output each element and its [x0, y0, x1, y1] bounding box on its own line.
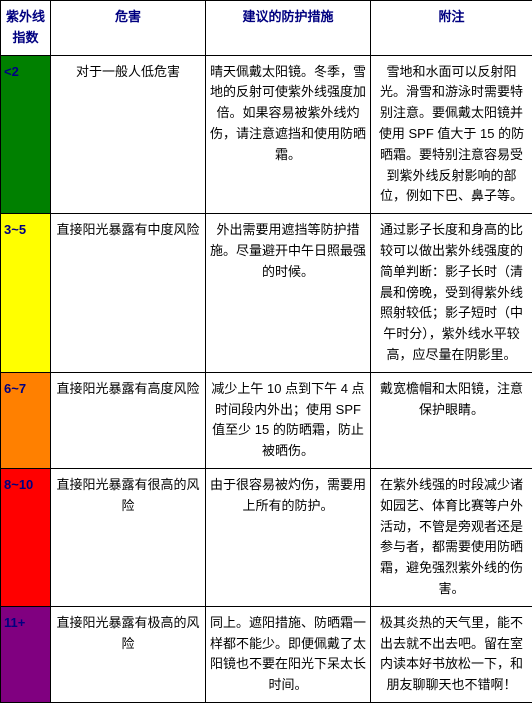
table-row: 8~10直接阳光暴露有很高的风险由于很容易被灼伤，需要用上所有的防护。在紫外线强… [1, 468, 532, 606]
header-measure: 建议的防护措施 [206, 1, 371, 56]
cell-measure: 同上。遮阳措施、防晒霜一样都不能少。即便佩戴了太阳镜也不要在阳光下呆太长时间。 [206, 606, 371, 702]
cell-hazard: 直接阳光暴露有极高的风险 [51, 606, 206, 702]
header-row: 紫外线指数 危害 建议的防护措施 附注 [1, 1, 532, 56]
table-row: 11+直接阳光暴露有极高的风险同上。遮阳措施、防晒霜一样都不能少。即便佩戴了太阳… [1, 606, 532, 702]
cell-note: 雪地和水面可以反射阳光。滑雪和游泳时需要特别注意。要佩戴太阳镜并使用 SPF 值… [371, 55, 532, 214]
uv-index-table: 紫外线指数 危害 建议的防护措施 附注 <2对于一般人低危害晴天佩戴太阳镜。冬季… [0, 0, 532, 703]
cell-measure: 外出需要用遮挡等防护措施。尽量避开中午日照最强的时候。 [206, 214, 371, 373]
cell-note: 戴宽檐帽和太阳镜，注意保护眼睛。 [371, 372, 532, 468]
cell-measure: 减少上午 10 点到下午 4 点时间段内外出；使用 SPF 值至少 15 的防晒… [206, 372, 371, 468]
cell-note: 极其炎热的天气里，能不出去就不出去吧。留在室内读本好书放松一下，和朋友聊聊天也不… [371, 606, 532, 702]
cell-index: 8~10 [1, 468, 51, 606]
cell-hazard: 直接阳光暴露有高度风险 [51, 372, 206, 468]
cell-index: 11+ [1, 606, 51, 702]
cell-hazard: 直接阳光暴露有中度风险 [51, 214, 206, 373]
cell-hazard: 直接阳光暴露有很高的风险 [51, 468, 206, 606]
table-row: <2对于一般人低危害晴天佩戴太阳镜。冬季，雪地的反射可使紫外线强度加倍。如果容易… [1, 55, 532, 214]
cell-measure: 晴天佩戴太阳镜。冬季，雪地的反射可使紫外线强度加倍。如果容易被紫外线灼伤，请注意… [206, 55, 371, 214]
table-body: <2对于一般人低危害晴天佩戴太阳镜。冬季，雪地的反射可使紫外线强度加倍。如果容易… [1, 55, 532, 702]
table-row: 3~5直接阳光暴露有中度风险外出需要用遮挡等防护措施。尽量避开中午日照最强的时候… [1, 214, 532, 373]
header-index: 紫外线指数 [1, 1, 51, 56]
cell-index: 3~5 [1, 214, 51, 373]
header-hazard: 危害 [51, 1, 206, 56]
table-row: 6~7直接阳光暴露有高度风险减少上午 10 点到下午 4 点时间段内外出；使用 … [1, 372, 532, 468]
cell-note: 在紫外线强的时段减少诸如园艺、体育比赛等户外活动，不管是旁观者还是参与者，都需要… [371, 468, 532, 606]
header-note: 附注 [371, 1, 532, 56]
cell-note: 通过影子长度和身高的比较可以做出紫外线强度的简单判断：影子长时（清晨和傍晚，受到… [371, 214, 532, 373]
cell-measure: 由于很容易被灼伤，需要用上所有的防护。 [206, 468, 371, 606]
cell-index: <2 [1, 55, 51, 214]
cell-hazard: 对于一般人低危害 [51, 55, 206, 214]
cell-index: 6~7 [1, 372, 51, 468]
